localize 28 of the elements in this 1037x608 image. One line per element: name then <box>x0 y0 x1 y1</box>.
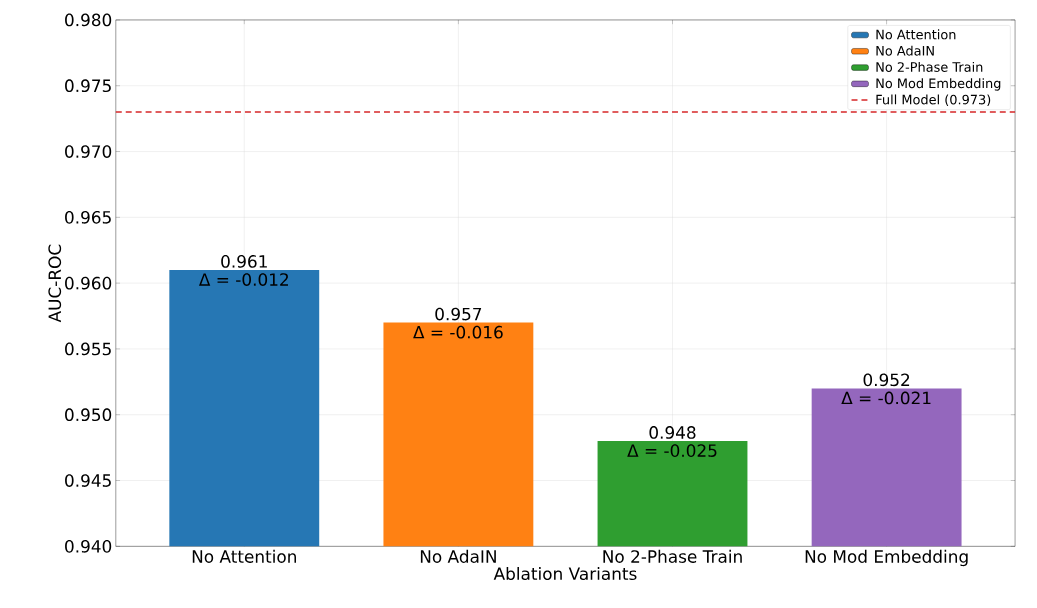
data-label: 0.948 <box>649 426 696 439</box>
data-label: 0.961 <box>221 254 267 268</box>
data-label: 0.957 <box>435 307 482 321</box>
data-label: 0.952 <box>863 373 910 387</box>
annotation: Δ = -0.016 <box>413 325 503 339</box>
legend-label: No Mod Embedding <box>876 78 1001 91</box>
x-tick-label: No AdaIN <box>420 549 496 563</box>
x-axis-title: Ablation Variants <box>493 566 637 581</box>
y-tick-label: 0.965 <box>65 210 111 224</box>
annotation: Δ = -0.025 <box>627 444 717 457</box>
legend-label: No Attention <box>876 29 956 40</box>
legend-label: Full Model (0.973) <box>876 94 991 106</box>
y-tick-label: 0.950 <box>65 408 112 422</box>
y-tick-label: 0.980 <box>65 13 112 27</box>
x-tick-label: No 2-Phase Train <box>603 549 742 563</box>
annotation: Δ = -0.021 <box>841 391 931 405</box>
y-tick-label: 0.970 <box>65 145 112 158</box>
legend-label: No 2-Phase Train <box>876 61 983 72</box>
annotation: Δ = -0.012 <box>198 273 288 286</box>
y-tick-label: 0.955 <box>65 342 111 356</box>
legend-label: No AdaIN <box>876 45 934 56</box>
y-tick-label: 0.960 <box>65 276 112 290</box>
y-tick-label: 0.940 <box>65 539 112 553</box>
y-tick-label: 0.975 <box>65 79 111 93</box>
x-tick-label: No Mod Embedding <box>805 549 968 567</box>
x-tick-label: No Attention <box>192 549 296 563</box>
y-tick-label: 0.945 <box>65 474 111 487</box>
y-axis-title: AUC-ROC <box>48 244 62 323</box>
